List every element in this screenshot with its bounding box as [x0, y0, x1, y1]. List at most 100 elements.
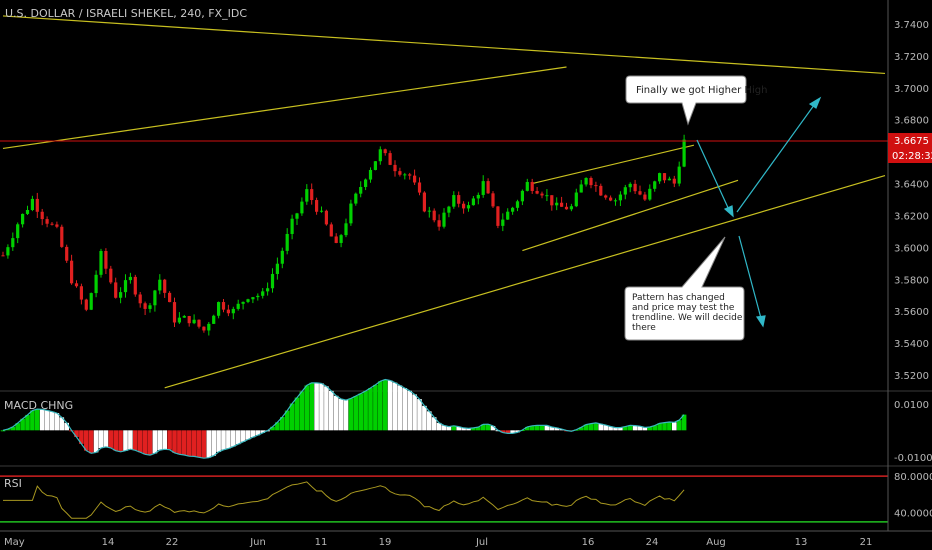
macd-bar: [471, 427, 476, 431]
time-tick-label: May: [4, 537, 25, 548]
macd-bar: [583, 424, 589, 431]
macd-bar: [667, 421, 672, 431]
macd-bar: [275, 422, 280, 431]
macd-bar: [637, 426, 643, 431]
macd-bar: [186, 430, 192, 457]
candle-body: [349, 203, 353, 224]
macd-bar: [35, 409, 40, 431]
candle-body: [138, 294, 142, 304]
macd-bar: [593, 422, 599, 431]
candle-body: [74, 283, 79, 287]
macd-bar: [368, 388, 373, 431]
candle-body: [643, 194, 647, 200]
rsi-pane[interactable]: RSI: [0, 475, 888, 523]
candle-body: [172, 302, 177, 323]
candle-body: [89, 293, 93, 310]
macd-bar: [260, 430, 265, 433]
candle-body: [6, 247, 10, 256]
macd-bar: [603, 425, 608, 431]
macd-bar: [461, 427, 466, 431]
candle-body: [212, 315, 216, 324]
callout-pattern: Pattern has changed and price may test t…: [624, 236, 745, 341]
macd-bar: [39, 409, 45, 431]
macd-bar: [59, 417, 65, 431]
macd-bar: [598, 423, 604, 431]
macd-bar: [382, 379, 388, 431]
macd-bar: [397, 385, 403, 431]
macd-bar: [270, 426, 275, 431]
candle-body: [35, 198, 39, 212]
macd-bar: [44, 410, 50, 431]
macd-bar: [422, 405, 427, 431]
candle-body: [457, 195, 461, 204]
price-tick-label: 3.6200: [894, 211, 929, 222]
candle-body: [618, 194, 622, 201]
macd-bar: [358, 393, 363, 431]
macd-bar: [182, 430, 187, 455]
candle-body: [373, 161, 377, 170]
candle-body: [594, 185, 598, 187]
candle-body: [638, 191, 642, 195]
candle-body: [368, 169, 373, 180]
macd-axis-ticks: 0.0100 -0.0100: [894, 400, 932, 464]
candle-body: [280, 250, 284, 264]
candle-body: [25, 210, 30, 214]
price-tick-label: 3.5400: [894, 339, 929, 350]
candles: [1, 134, 686, 336]
macd-bar: [534, 425, 540, 431]
candle-body: [599, 185, 603, 196]
macd-bar: [284, 410, 290, 431]
time-tick-label: 22: [166, 537, 179, 548]
candle-body: [564, 206, 569, 210]
macd-bar: [15, 423, 20, 431]
candle-body: [574, 192, 578, 207]
macd-bar: [554, 427, 559, 431]
candle-body: [550, 195, 554, 206]
macd-bar: [642, 427, 648, 431]
candle-body: [305, 189, 309, 202]
macd-bar: [676, 420, 682, 431]
time-tick-label: 13: [795, 537, 808, 548]
candle-body: [133, 276, 137, 295]
macd-bar: [466, 428, 471, 431]
price-axis[interactable]: 3.74003.72003.70003.68003.66003.64003.62…: [887, 0, 932, 531]
candle-body: [403, 174, 407, 176]
candle-body: [466, 205, 471, 209]
candle-body: [60, 226, 64, 247]
arrow-head-3: [755, 315, 766, 328]
candle-body: [506, 211, 510, 220]
macd-pane[interactable]: MACD CHNG: [0, 378, 687, 459]
callout-pattern-line-1: Pattern has changed: [632, 293, 725, 303]
candle-body: [236, 303, 240, 309]
macd-bar: [54, 413, 60, 431]
macd-bar: [216, 430, 221, 452]
macd-bar: [515, 430, 520, 433]
callout-higher-high-text: Finally we got Higher High: [636, 85, 767, 96]
macd-bar: [142, 430, 148, 455]
candle-body: [648, 188, 652, 200]
price-pane[interactable]: Finally we got Higher High Pattern has c…: [0, 7, 888, 389]
candle-body: [163, 279, 167, 293]
macd-bar: [378, 381, 383, 431]
candle-body: [364, 179, 368, 187]
macd-bar: [152, 430, 158, 454]
candle-body: [104, 250, 108, 269]
candle-body: [481, 181, 485, 195]
macd-tick-label: -0.0100: [894, 453, 932, 464]
candle-body: [589, 177, 593, 186]
macd-bar: [427, 411, 432, 431]
macd-bar: [191, 430, 197, 457]
candle-body: [123, 280, 128, 293]
time-tick-label: Aug: [706, 537, 726, 548]
macd-bar: [147, 430, 153, 456]
macd-bar: [123, 430, 128, 451]
candle-body: [55, 224, 59, 227]
time-axis[interactable]: May 14 22 Jun 11 19 Jul 16 24 Aug 13 21: [0, 530, 932, 548]
macd-bar: [436, 422, 442, 431]
callout-higher-high-bubble: [625, 75, 747, 126]
trendlines: [2, 15, 886, 389]
macd-bar: [662, 422, 667, 431]
candle-body: [16, 224, 20, 239]
price-tick-label: 3.5600: [894, 307, 929, 318]
